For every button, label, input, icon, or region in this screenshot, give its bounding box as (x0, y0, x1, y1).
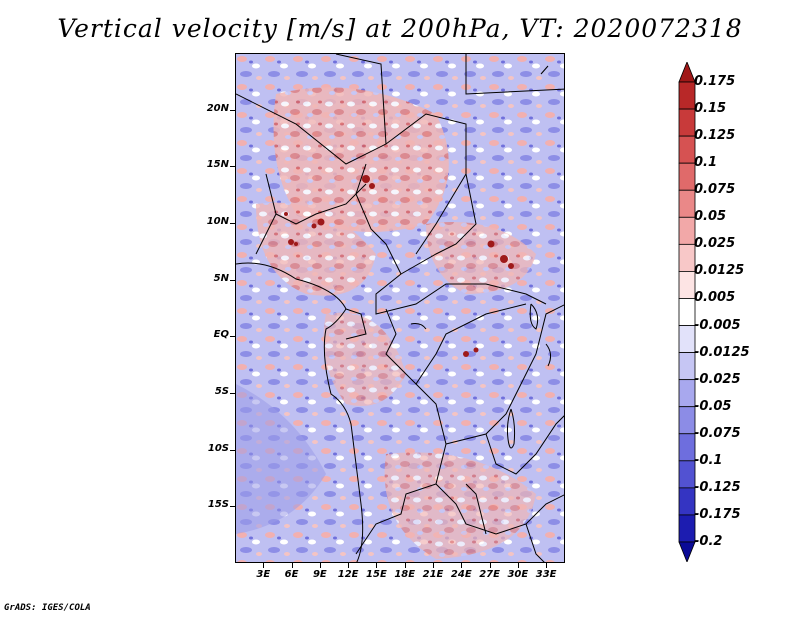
colorbar-segment (679, 380, 695, 407)
lon-tick-label: 21E (418, 569, 448, 580)
lon-tick-label: 12E (333, 569, 363, 580)
map-field (236, 54, 565, 563)
lat-tick-label: 15S (189, 499, 229, 510)
colorbar-segment (679, 136, 695, 163)
colorbar-label: -0.0125 (694, 345, 750, 360)
colorbar-label: 0.175 (694, 74, 735, 89)
colorbar-label: 0.075 (694, 182, 735, 197)
colorbar-label: 0.15 (694, 101, 726, 116)
colorbar-label: -0.075 (694, 426, 741, 441)
lat-tick-mark (230, 506, 235, 507)
lat-tick-label: 15N (189, 159, 229, 170)
colorbar-segment (679, 244, 695, 271)
chart-title: Vertical velocity [m/s] at 200hPa, VT: 2… (0, 14, 800, 43)
colorbar-label: 0.125 (694, 128, 735, 143)
colorbar-segment (679, 488, 695, 515)
lon-tick-label: 24E (446, 569, 476, 580)
lon-tick-mark (433, 563, 434, 568)
lon-tick-label: 9E (305, 569, 335, 580)
lon-tick-mark (490, 563, 491, 568)
lon-tick-mark (376, 563, 377, 568)
colorbar-segment (679, 461, 695, 488)
lon-tick-mark (348, 563, 349, 568)
grads-credit: GrADS: IGES/COLA (4, 603, 91, 613)
colorbar-segment (679, 62, 695, 82)
colorbar-label: -0.025 (694, 372, 741, 387)
colorbar-segment (679, 326, 695, 353)
lat-tick-label: EQ (189, 329, 229, 340)
lat-tick-label: 5S (189, 386, 229, 397)
lon-tick-label: 18E (390, 569, 420, 580)
colorbar-segment (679, 82, 695, 109)
colorbar-label: -0.2 (694, 534, 722, 549)
colorbar-label: 0.005 (694, 290, 735, 305)
colorbar-label: 0.05 (694, 209, 726, 224)
lat-tick-mark (230, 450, 235, 451)
lat-tick-mark (230, 280, 235, 281)
colorbar-segment (679, 515, 695, 542)
colorbar-label: -0.005 (694, 318, 741, 333)
lat-tick-label: 5N (189, 273, 229, 284)
lon-tick-mark (292, 563, 293, 568)
colorbar-segment (679, 217, 695, 244)
colorbar-segment (679, 109, 695, 136)
lat-tick-mark (230, 110, 235, 111)
colorbar-segment (679, 434, 695, 461)
lon-tick-label: 15E (361, 569, 391, 580)
lat-tick-mark (230, 336, 235, 337)
colorbar-segment (679, 298, 695, 325)
lon-tick-mark (320, 563, 321, 568)
colorbar-label: -0.125 (694, 480, 741, 495)
lon-tick-mark (461, 563, 462, 568)
lat-tick-mark (230, 393, 235, 394)
colorbar-label: 0.025 (694, 236, 735, 251)
lat-tick-label: 10S (189, 443, 229, 454)
lat-tick-label: 10N (189, 216, 229, 227)
colorbar-segment (679, 271, 695, 298)
lon-tick-label: 33E (531, 569, 561, 580)
colorbar-label: -0.1 (694, 453, 722, 468)
colorbar-segment (679, 190, 695, 217)
map-plot-area (235, 53, 565, 563)
lon-tick-mark (518, 563, 519, 568)
lon-tick-label: 30E (503, 569, 533, 580)
lon-tick-label: 6E (277, 569, 307, 580)
colorbar-segment (679, 353, 695, 380)
lon-tick-mark (405, 563, 406, 568)
colorbar-label: 0.1 (694, 155, 717, 170)
lon-tick-label: 27E (475, 569, 505, 580)
lon-tick-label: 3E (248, 569, 278, 580)
lon-tick-mark (263, 563, 264, 568)
colorbar-label: -0.05 (694, 399, 731, 414)
colorbar-segment (679, 542, 695, 562)
colorbar-label: -0.175 (694, 507, 741, 522)
colorbar-segment (679, 407, 695, 434)
lat-tick-mark (230, 166, 235, 167)
colorbar-segment (679, 163, 695, 190)
lat-tick-mark (230, 223, 235, 224)
lat-tick-label: 20N (189, 103, 229, 114)
lon-tick-mark (546, 563, 547, 568)
colorbar-label: 0.0125 (694, 263, 744, 278)
